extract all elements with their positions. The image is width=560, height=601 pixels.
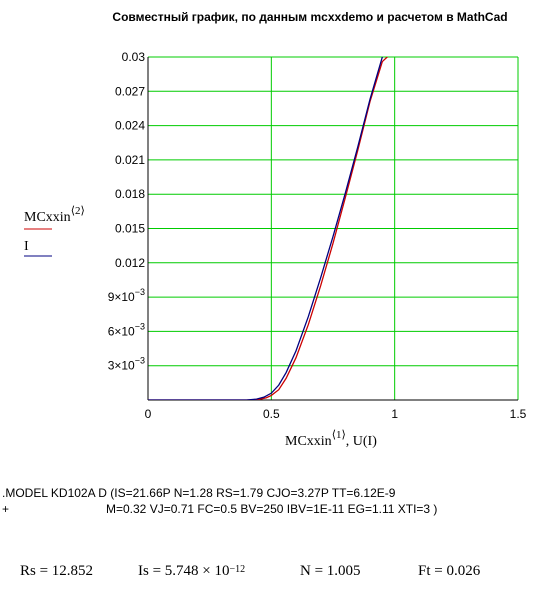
x-tick-label-2: 1 xyxy=(391,407,398,421)
model-line-1: .MODEL KD102A D (IS=21.66P N=1.28 RS=1.7… xyxy=(2,486,396,500)
series-lines xyxy=(148,57,389,400)
legend: MCxxin⟨2⟩ I xyxy=(24,205,85,257)
plot-frame xyxy=(147,56,519,401)
chart-title: Совместный график, по данным mcxxdemo и … xyxy=(112,10,508,24)
legend-label-i: I xyxy=(24,239,29,254)
y-tick-label-0: 3×10−3 xyxy=(108,356,145,373)
x-tick-label-1: 0.5 xyxy=(263,407,280,421)
y-tick-label-7: 0.024 xyxy=(115,119,145,133)
result-n: N = 1.005 xyxy=(300,563,361,579)
y-tick-labels: 3×10−3 6×10−3 9×10−3 0.012 0.015 0.018 0.021 0.… xyxy=(108,50,146,373)
grid-lines xyxy=(148,57,518,400)
result-ft: Ft = 0.026 xyxy=(418,563,481,579)
x-tick-label-3: 1.5 xyxy=(510,407,527,421)
x-axis-label: MCxxin⟨1⟩, U(I) xyxy=(285,429,377,449)
y-tick-label-5: 0.018 xyxy=(115,187,145,201)
x-tick-label-0: 0 xyxy=(145,407,152,421)
model-line-2: M=0.32 VJ=0.71 FC=0.5 BV=250 IBV=1E-11 E… xyxy=(106,502,438,516)
y-tick-label-4: 0.015 xyxy=(115,222,145,236)
y-tick-label-8: 0.027 xyxy=(115,84,145,98)
y-tick-label-9: 0.03 xyxy=(122,50,146,64)
y-tick-label-6: 0.021 xyxy=(115,153,145,167)
model-line-2-prefix: + xyxy=(2,502,10,516)
y-tick-label-2: 9×10−3 xyxy=(108,287,145,304)
series-line-1 xyxy=(148,57,384,400)
x-tick-labels: 0 0.5 1 1.5 xyxy=(145,407,527,421)
y-tick-label-1: 6×10−3 xyxy=(108,321,145,338)
legend-label-mcxxin: MCxxin⟨2⟩ xyxy=(24,205,85,225)
result-is: Is = 5.748 × 10−12 xyxy=(138,563,246,579)
series-line-0 xyxy=(148,57,389,400)
y-tick-label-3: 0.012 xyxy=(115,256,145,270)
result-rs: Rs = 12.852 xyxy=(20,563,94,579)
